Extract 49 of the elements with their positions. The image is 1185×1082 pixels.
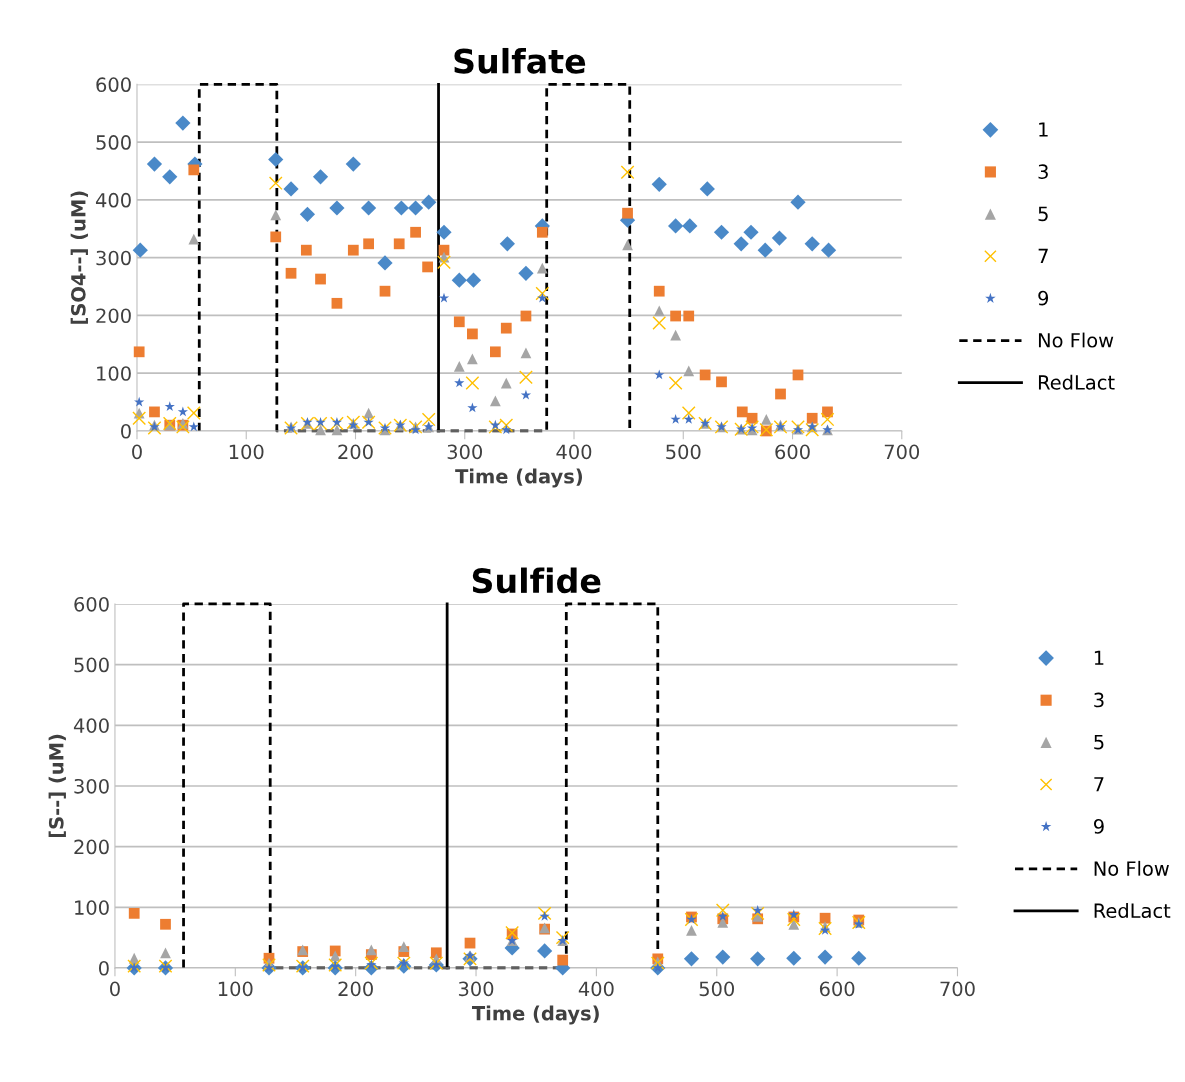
y-tick-label: 200: [96, 308, 131, 324]
legend-label: 5: [1038, 206, 1048, 222]
y-tick-label: 500: [96, 135, 131, 150]
x-tick-label: 600: [775, 444, 810, 460]
x-tick-label: 200: [338, 981, 373, 997]
legend-label: No Flow: [1038, 332, 1114, 348]
legend-label: 9: [1093, 819, 1104, 834]
y-tick-label: 600: [74, 596, 109, 612]
legend-label: 3: [1038, 164, 1048, 180]
legend-label: 7: [1094, 777, 1104, 792]
y-tick-label: 100: [97, 366, 131, 381]
x-tick-label: 600: [819, 981, 855, 997]
legend-label: RedLact: [1094, 903, 1171, 919]
chart-title: Sulfide: [472, 567, 601, 594]
y-tick-label: 400: [73, 718, 109, 733]
legend-label: 1: [1039, 122, 1048, 137]
y-tick-label: 0: [98, 960, 109, 976]
x-tick-label: 400: [578, 981, 614, 997]
legend-label: 3: [1094, 692, 1104, 708]
x-tick-label: 0: [132, 444, 142, 460]
legend-label: 9: [1038, 290, 1049, 306]
x-tick-label: 100: [218, 981, 253, 997]
x-tick-label: 500: [699, 981, 735, 997]
y-tick-label: 300: [96, 250, 131, 266]
legend-label: 5: [1094, 735, 1104, 750]
y-axis-title: [SO4--] (uM): [70, 191, 88, 324]
x-tick-label: 700: [884, 444, 920, 460]
legend-label: RedLact: [1038, 374, 1115, 390]
y-tick-label: 600: [96, 77, 131, 93]
y-axis-title: [S--] (uM): [48, 734, 66, 838]
y-tick-label: 200: [74, 839, 109, 855]
x-tick-label: 300: [458, 981, 494, 997]
legend-label: 1: [1094, 650, 1104, 665]
x-tick-label: 200: [338, 444, 373, 460]
x-tick-label: 500: [666, 444, 701, 460]
x-axis-title: Time (days): [455, 468, 583, 488]
x-tick-label: 300: [447, 444, 483, 460]
y-tick-label: 0: [121, 423, 131, 439]
y-tick-label: 300: [74, 778, 109, 794]
y-tick-label: 400: [95, 192, 131, 208]
x-tick-label: 100: [229, 444, 264, 460]
chart-title: Sulfate: [454, 47, 586, 74]
x-tick-label: 700: [940, 981, 975, 997]
legend-label: No Flow: [1094, 860, 1169, 876]
y-tick-label: 500: [74, 657, 109, 673]
x-tick-label: 400: [556, 444, 592, 460]
legend-label: 7: [1038, 248, 1048, 264]
x-axis-title: Time (days): [472, 1005, 599, 1025]
y-tick-label: 100: [75, 900, 109, 915]
